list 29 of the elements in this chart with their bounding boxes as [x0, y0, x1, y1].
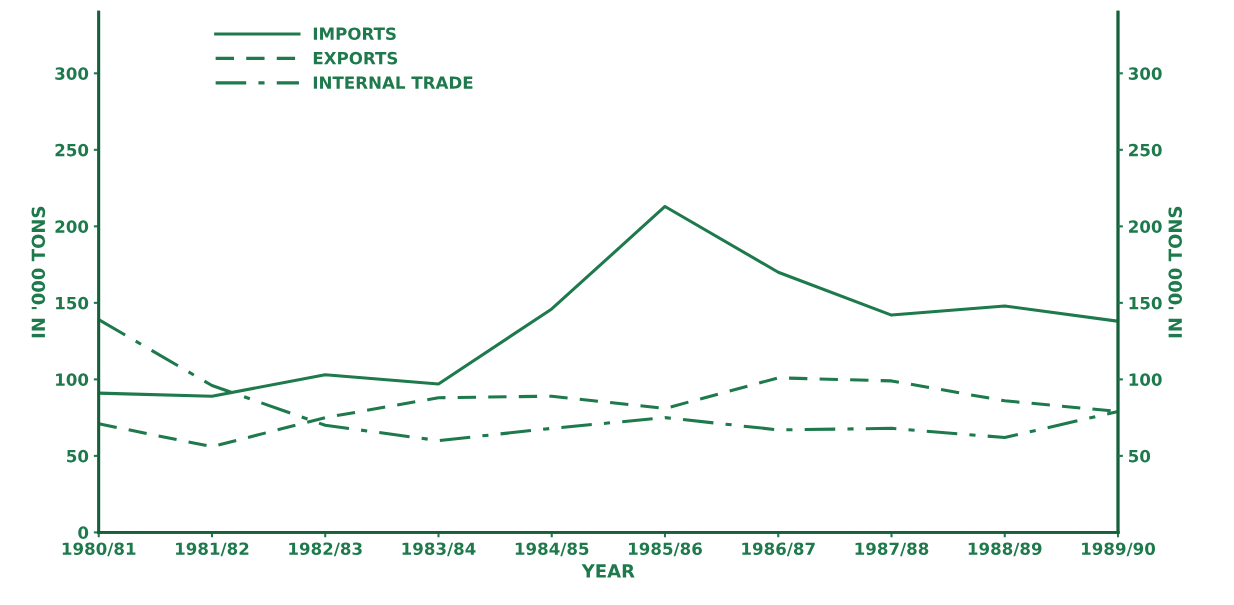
legend-label: EXPORTS [313, 51, 398, 65]
y2-tick-label: 200 [1129, 220, 1162, 233]
x-tick-label: 1988/89 [968, 542, 1042, 557]
y2-tick-label: 250 [1129, 143, 1162, 157]
y2-axis-title: IN '000 TONS [1168, 206, 1183, 338]
x-tick-label: 1981/82 [176, 542, 249, 557]
y-tick-label: 250 [55, 143, 89, 157]
x-tick-label: 1987/88 [855, 542, 929, 557]
legend-label: INTERNAL TRADE [313, 76, 473, 89]
x-tick-label: 1986/87 [742, 542, 815, 557]
x-axis-title: YEAR [581, 564, 635, 578]
y2-tick-label: 300 [1128, 67, 1162, 80]
x-tick-label: 1983/84 [402, 542, 476, 557]
y2-tick-label: 150 [1129, 296, 1162, 310]
y-tick-label: 100 [56, 373, 89, 386]
legend-label: IMPORTS [313, 27, 396, 40]
x-tick-label: 1984/85 [515, 542, 589, 557]
y-tick-label: 50 [67, 449, 89, 463]
y-tick-label: 150 [56, 296, 89, 310]
x-tick-label: 1989/90 [1082, 542, 1156, 557]
y-tick-label: 300 [55, 67, 89, 80]
y-axis-title: IN '000 TONS [31, 206, 46, 338]
y2-tick-label: 50 [1129, 449, 1151, 463]
y2-tick-label: 100 [1129, 373, 1162, 386]
y-tick-label: 200 [55, 220, 89, 233]
x-tick-label: 1985/86 [629, 542, 702, 557]
x-tick-label: 1980/81 [62, 542, 136, 557]
x-tick-label: 1982/83 [289, 542, 362, 557]
y-tick-label: 0 [78, 526, 89, 539]
